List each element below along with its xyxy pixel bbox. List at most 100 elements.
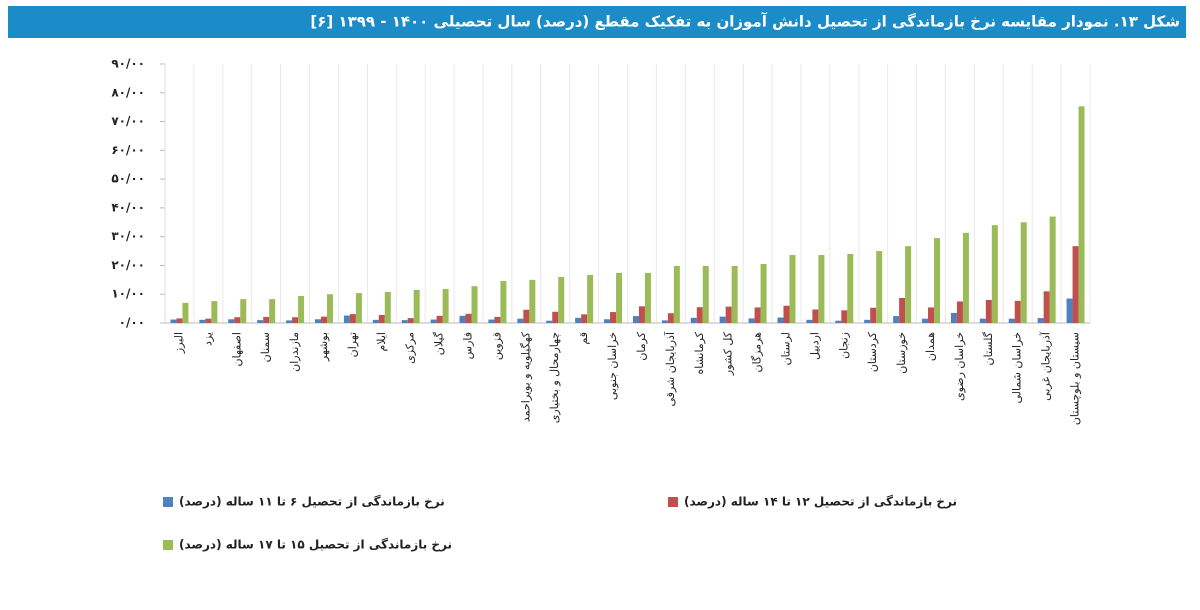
title-bar: [8, 6, 1186, 38]
bar: [500, 280, 507, 323]
x-tick-label: چهارمحال و بختیاری: [548, 332, 561, 423]
bar: [725, 306, 732, 323]
bar: [956, 301, 963, 323]
bar: [228, 319, 235, 323]
bar: [667, 313, 674, 323]
bar: [702, 266, 709, 323]
bar: [893, 316, 900, 323]
bar: [934, 238, 941, 323]
legend-label: نرخ بازماندگی از تحصیل ۶ تا ۱۱ ساله (درص…: [179, 495, 445, 509]
bar: [610, 312, 617, 323]
y-tick-label: ۲۰/۰۰: [111, 258, 145, 272]
bar: [1043, 291, 1050, 323]
bar: [1014, 300, 1021, 323]
bar: [1078, 106, 1085, 323]
bar: [257, 320, 264, 323]
bar: [442, 289, 449, 323]
bar: [962, 232, 969, 323]
bar: [170, 319, 177, 323]
bar: [465, 313, 472, 323]
x-tick-label: آذربایجان شرقی: [663, 331, 677, 406]
bar: [430, 319, 437, 323]
legend-label: نرخ بازماندگی از تحصیل ۱۵ تا ۱۷ ساله (در…: [179, 538, 452, 552]
x-tick-label: آذربایجان غربی: [1039, 331, 1053, 401]
bar: [876, 251, 883, 323]
bar: [748, 318, 755, 323]
bar: [471, 286, 478, 323]
bar: [754, 307, 761, 323]
bar: [899, 297, 906, 323]
bar: [205, 318, 212, 323]
bar: [950, 312, 957, 323]
bar: [632, 316, 639, 323]
y-tick-label: ۸۰/۰۰: [111, 85, 145, 99]
bar: [401, 320, 408, 323]
bar: [638, 306, 645, 323]
x-tick-label: خراسان جنوبی: [606, 332, 619, 400]
bar: [1020, 222, 1027, 323]
x-tick-label: مازندران: [288, 332, 301, 372]
bar: [644, 272, 651, 323]
x-tick-label: زنجان: [837, 332, 850, 359]
x-tick-label: البرز: [172, 332, 185, 354]
bar: [1072, 246, 1079, 323]
bar: [864, 319, 871, 323]
y-tick-label: ۵۰/۰۰: [111, 172, 145, 186]
bar: [488, 319, 495, 323]
bar: [523, 309, 530, 323]
bar: [812, 309, 819, 323]
x-tick-label: قزوین: [490, 332, 503, 360]
bar: [292, 317, 299, 323]
bar: [789, 255, 796, 323]
bar: [690, 317, 697, 323]
bar: [286, 320, 293, 323]
bar: [298, 295, 305, 323]
bar: [991, 225, 998, 323]
x-tick-label: کرمانشاه: [693, 331, 706, 374]
x-tick-label: کردستان: [866, 331, 879, 372]
x-tick-label: بوشهر: [317, 332, 330, 362]
bar: [731, 266, 738, 323]
bar: [459, 315, 466, 323]
y-tick-label: ۴۰/۰۰: [111, 200, 145, 214]
bar: [407, 318, 414, 323]
y-tick-label: ۱۰/۰۰: [111, 287, 145, 301]
bar: [905, 246, 912, 323]
legend-swatch: [163, 540, 173, 550]
bar: [494, 316, 501, 323]
bar: [760, 264, 767, 323]
x-tick-label: خراسان شمالی: [1011, 332, 1024, 404]
bar: [581, 314, 588, 323]
bar: [413, 289, 420, 323]
x-tick-label: کل کشور: [722, 331, 735, 376]
x-tick-label: گیلان: [433, 331, 446, 355]
bar: [378, 314, 385, 323]
bar: [384, 291, 391, 323]
bar: [806, 319, 813, 323]
bar: [436, 315, 443, 323]
bar: [199, 319, 206, 323]
x-tick-label: کهگیلویه و بویراحمد: [519, 331, 532, 422]
bar: [343, 315, 350, 323]
bar: [616, 272, 623, 323]
chart-title: شکل ۱۳. نمودار مقایسه نرخ بازماندگی از ت…: [310, 13, 1180, 31]
bar: [870, 307, 877, 323]
x-tick-label: تهران: [346, 332, 359, 357]
bar: [783, 305, 790, 323]
x-tick-label: اصفهان: [230, 332, 243, 366]
bar: [928, 307, 935, 323]
bar: [176, 318, 183, 323]
bar: [922, 318, 929, 323]
bar: [211, 301, 218, 323]
x-tick-label: کرمان: [635, 331, 648, 360]
bar: [240, 299, 247, 323]
bar: [269, 299, 276, 323]
bar: [818, 255, 825, 323]
bar: [985, 299, 992, 323]
bar: [1037, 318, 1044, 323]
bar: [263, 316, 270, 323]
bar: [777, 317, 784, 323]
y-tick-label: ۹۰/۰۰: [111, 57, 145, 71]
bar: [673, 266, 680, 323]
